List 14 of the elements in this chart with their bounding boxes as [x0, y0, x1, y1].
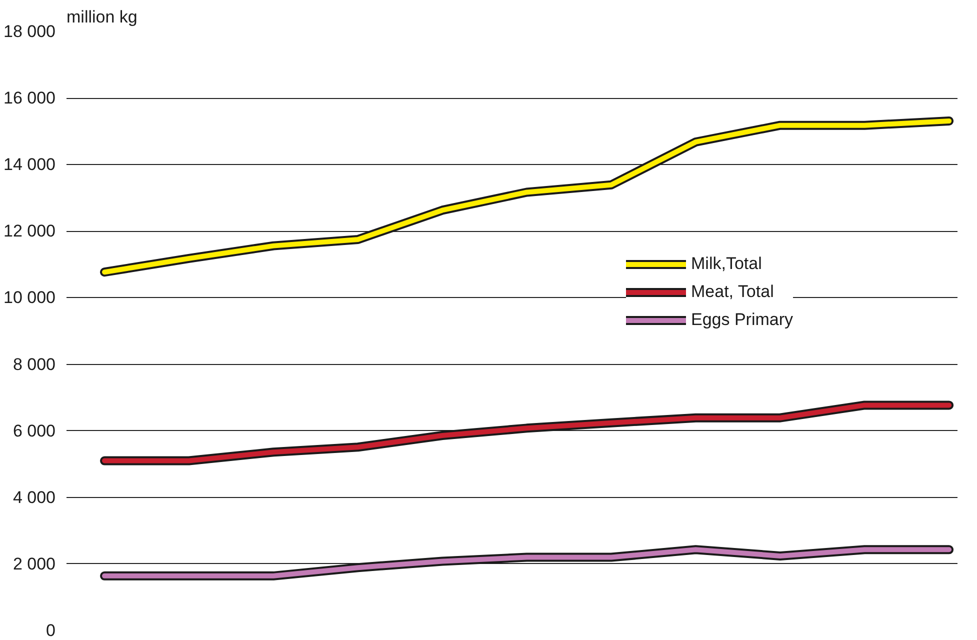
- y-tick-label: 10 000: [4, 288, 56, 308]
- y-tick-label: 18 000: [4, 22, 56, 41]
- y-tick-label: 14 000: [4, 155, 56, 174]
- y-tick-label: 6 000: [12, 421, 56, 440]
- legend-label: Eggs Primary: [691, 310, 794, 330]
- y-tick-label: 16 000: [4, 88, 56, 108]
- y-tick-label: 12 000: [4, 222, 56, 241]
- y-tick-label: 0: [46, 621, 56, 640]
- y-tick-label: 2 000: [12, 554, 56, 574]
- y-tick-label: 8 000: [12, 354, 56, 374]
- legend-label: Milk,Total: [691, 254, 762, 274]
- legend-label: Meat, Total: [691, 282, 774, 302]
- y-axis-title: million kg: [66, 8, 138, 26]
- y-tick-label: 4 000: [12, 488, 56, 507]
